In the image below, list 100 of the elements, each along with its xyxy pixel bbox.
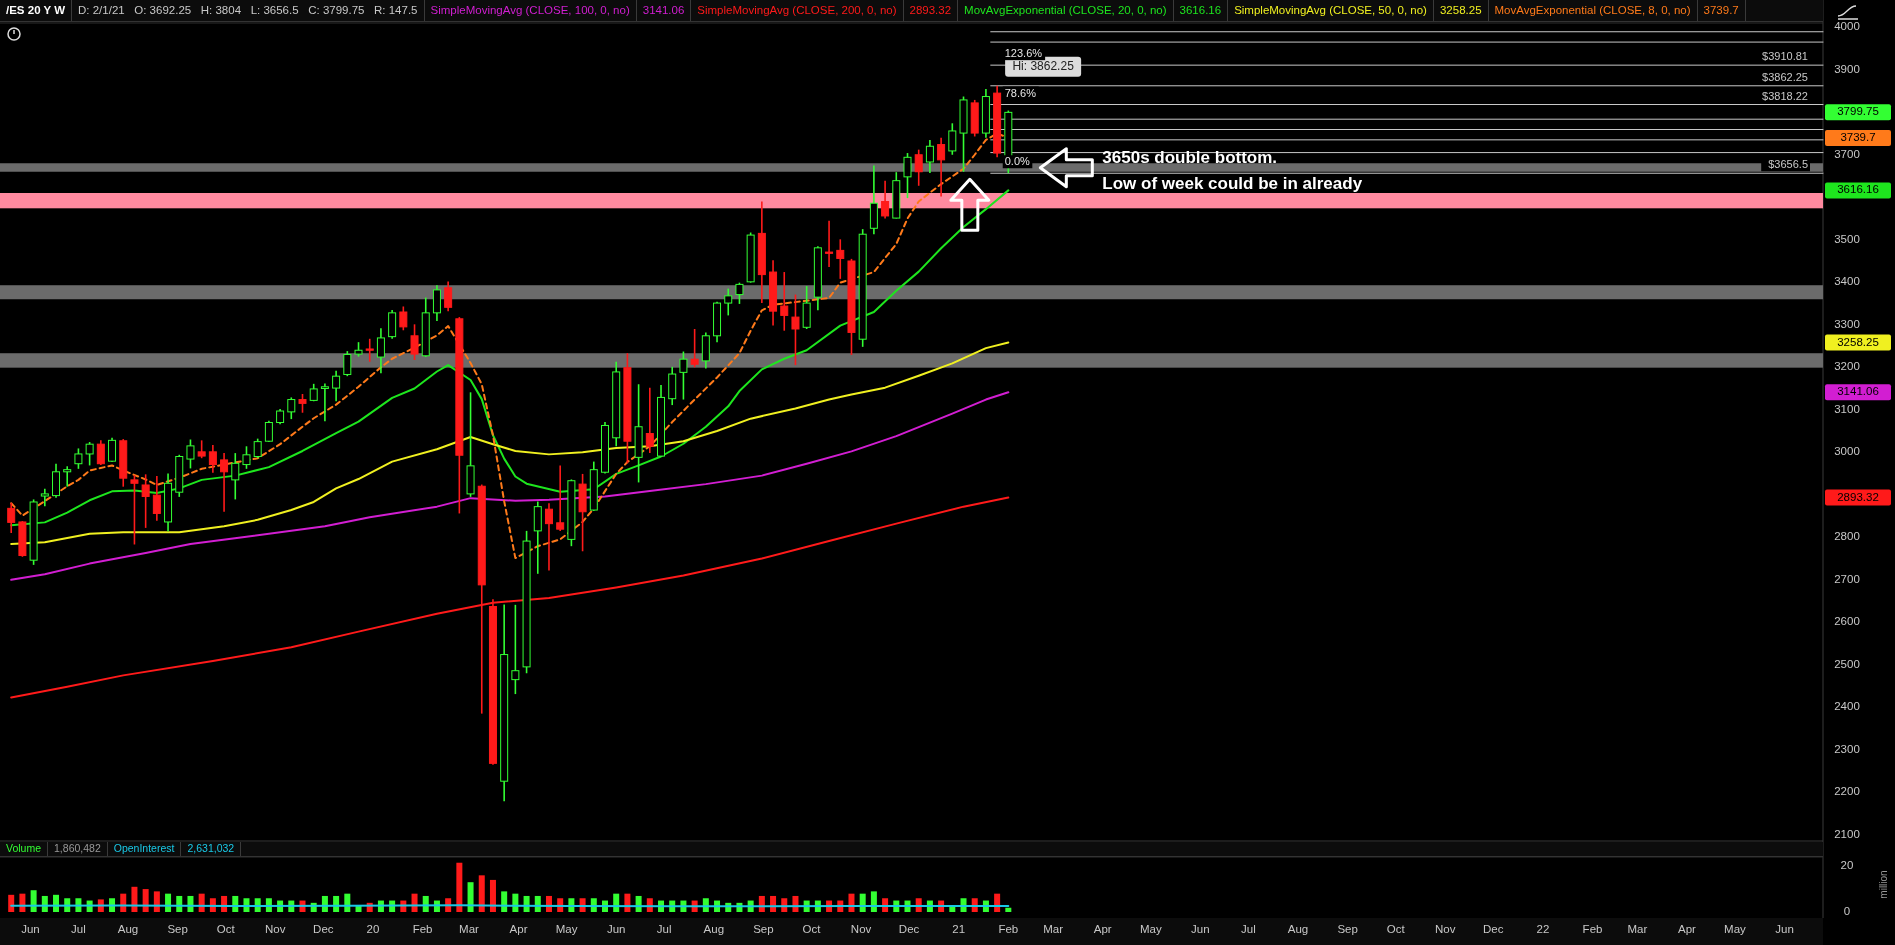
- annotation: 0.0%: [1004, 155, 1031, 168]
- y-tick-label: 2700: [1834, 572, 1860, 585]
- data-label: $3862.25: [1762, 70, 1808, 83]
- x-tick-label: Jun: [21, 923, 40, 936]
- y-tick-label: 2200: [1834, 785, 1860, 798]
- x-tick-label: Oct: [802, 923, 822, 936]
- bar: [131, 886, 138, 912]
- candlestick: [724, 287, 733, 317]
- candlestick: [298, 393, 307, 414]
- x-tick-label: May: [1139, 923, 1162, 936]
- text: 2893.32: [903, 0, 959, 21]
- text: 3258.25: [1837, 335, 1879, 348]
- annotation: 78.6%: [1004, 86, 1037, 99]
- data-label: $3818.22: [1762, 89, 1808, 102]
- y-tick-label: 3500: [1834, 232, 1860, 245]
- y-tick-label: 0: [1843, 905, 1851, 918]
- candlestick: [365, 337, 374, 363]
- candlestick: [948, 122, 957, 156]
- text: 3616.16: [1837, 183, 1879, 196]
- chart-title: /ES 20 Y W: [0, 0, 73, 21]
- y-tick-label: 3100: [1834, 402, 1860, 415]
- bar: [467, 882, 474, 912]
- bar: [478, 875, 485, 912]
- x-tick-label: Feb: [998, 923, 1019, 936]
- text: 3739.7: [1697, 0, 1746, 21]
- x-tick-label: May: [1724, 923, 1747, 936]
- bar: [1005, 907, 1012, 912]
- bar: [456, 862, 463, 912]
- y-tick-label: 3200: [1834, 360, 1860, 373]
- candlestick: [231, 452, 240, 501]
- x-tick-label: Aug: [117, 923, 139, 936]
- candlestick: [332, 369, 341, 403]
- text: MovAvgExponential (CLOSE, 8, 0, no): [1488, 0, 1698, 21]
- candlestick: [208, 444, 217, 474]
- bar: [30, 890, 37, 912]
- candlestick: [511, 604, 520, 695]
- y-tick-label: 2500: [1834, 657, 1860, 670]
- text: Volume: [0, 842, 49, 856]
- x-tick-label: Oct: [216, 923, 236, 936]
- y-tick-label: 4000: [1834, 20, 1860, 33]
- candlestick: [780, 271, 789, 332]
- line-series: [10, 391, 1010, 581]
- text: SimpleMovingAvg (CLOSE, 200, 0, no): [691, 0, 904, 21]
- y-tick-label: 2600: [1834, 615, 1860, 628]
- annotation: Hi: 3862.25: [1012, 58, 1075, 73]
- candlestick: [74, 447, 83, 470]
- candlestick: [130, 474, 139, 546]
- candlestick: [735, 281, 744, 305]
- data-label: $3656.5: [1768, 158, 1808, 171]
- text: 3141.06: [636, 0, 692, 21]
- text: 2893.32: [1837, 490, 1879, 503]
- candlestick: [825, 219, 834, 268]
- x-tick-label: Jul: [71, 923, 86, 936]
- candlestick: [410, 323, 419, 361]
- x-tick-label: Apr: [1678, 923, 1697, 936]
- bar: [501, 891, 508, 912]
- candlestick: [141, 473, 150, 529]
- candlestick: [96, 439, 105, 466]
- data-label: $3910.81: [1762, 50, 1808, 63]
- text: MovAvgExponential (CLOSE, 20, 0, no): [958, 0, 1174, 21]
- candlestick: [85, 441, 94, 467]
- x-tick-label: Jun: [1191, 923, 1210, 936]
- x-tick-label: Jun: [1775, 923, 1794, 936]
- bar: [870, 891, 877, 912]
- candlestick: [220, 452, 229, 513]
- y-tick-label: 20: [1840, 859, 1854, 872]
- y-tick-label: 3000: [1834, 445, 1860, 458]
- x-tick-label: Sep: [1337, 923, 1358, 936]
- x-tick-label: Mar: [459, 923, 480, 936]
- candlestick: [914, 148, 923, 187]
- candlestick: [544, 502, 553, 572]
- x-tick-label: Aug: [1287, 923, 1309, 936]
- candlestick: [690, 328, 699, 369]
- text: 3799.75: [1837, 105, 1879, 118]
- candlestick: [791, 293, 800, 366]
- bar: [489, 879, 496, 912]
- x-tick-label: Sep: [753, 923, 774, 936]
- x-tick-label: 20: [366, 923, 380, 936]
- line-series: [10, 341, 1010, 546]
- candlestick: [937, 136, 946, 198]
- y-tick-label: 3700: [1834, 147, 1860, 160]
- text: 3258.25: [1433, 0, 1489, 21]
- candlestick: [881, 179, 890, 220]
- bar: [8, 894, 15, 912]
- bar: [142, 889, 149, 912]
- x-tick-label: Dec: [313, 923, 334, 936]
- text: 3141.06: [1837, 385, 1879, 398]
- y-tick-label: 2300: [1834, 742, 1860, 755]
- x-tick-label: 22: [1536, 923, 1550, 936]
- candlestick: [836, 238, 845, 280]
- y-tick-label: 3400: [1834, 275, 1860, 288]
- bar: [153, 891, 160, 912]
- x-tick-label: Jun: [606, 923, 626, 936]
- candlestick: [376, 327, 385, 374]
- x-tick-label: Dec: [898, 923, 920, 936]
- candlestick: [444, 280, 453, 312]
- candlestick: [7, 502, 16, 534]
- x-tick-label: Nov: [1435, 923, 1456, 936]
- text: SimpleMovingAvg (CLOSE, 100, 0, no): [424, 0, 637, 21]
- y-tick-label: 2400: [1834, 700, 1860, 713]
